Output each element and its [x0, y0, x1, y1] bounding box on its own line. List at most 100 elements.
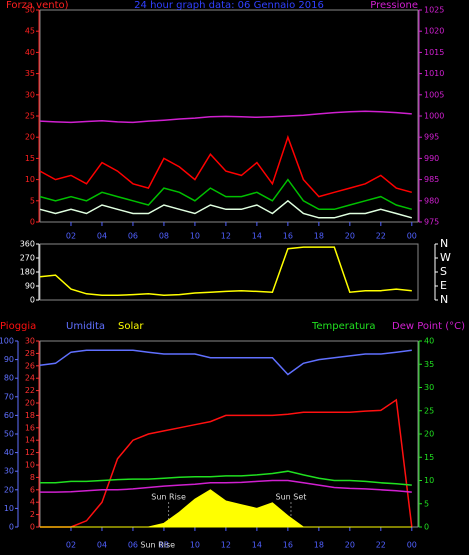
- series-line: [39, 199, 413, 219]
- y-tick-label: 26: [25, 361, 35, 370]
- y2-axis-label: Pressione: [370, 0, 418, 11]
- plot-frame: [39, 340, 419, 528]
- legend-entry: Temperatura: [311, 321, 376, 332]
- x-tick-label: 02: [66, 541, 76, 550]
- y-tick-label: 50: [25, 6, 35, 15]
- legend-entry: Dew Point (°C): [392, 321, 465, 332]
- y-tick-label: N: [440, 237, 448, 250]
- y-tick-label: 28: [25, 349, 35, 358]
- y-tick-label: E: [440, 279, 447, 292]
- x-tick-label: 02: [66, 232, 76, 241]
- y-tick-label: 12: [25, 448, 35, 457]
- x-tick-label: 08: [159, 232, 169, 241]
- y-tick-label: 20: [4, 485, 14, 494]
- y-tick-label: 1015: [424, 48, 444, 57]
- y-tick-label: 985: [424, 175, 439, 184]
- series-line: [40, 398, 413, 528]
- x-tick-label: 22: [376, 541, 386, 550]
- y-tick-label: 14: [25, 436, 35, 445]
- y-tick-label: 360: [20, 240, 35, 249]
- x-tick-label: 18: [314, 541, 324, 550]
- y-tick-label: 45: [25, 27, 35, 36]
- annotation: Sun Rise: [151, 493, 186, 502]
- annotation: Sun Set: [276, 493, 307, 502]
- y-tick-label: 0: [424, 523, 429, 532]
- x-tick-label: 10: [190, 541, 200, 550]
- y-tick-label: 10: [25, 461, 35, 470]
- x-tick-label: 10: [190, 232, 200, 241]
- y-tick-label: 5: [30, 196, 35, 205]
- y-tick-label: 995: [424, 133, 439, 142]
- y-tick-label: 90: [25, 282, 35, 291]
- y-tick-label: 15: [25, 154, 35, 163]
- y-tick-label: 1005: [424, 90, 444, 99]
- x-tick-label: 14: [252, 232, 262, 241]
- series-line: [40, 470, 412, 486]
- legend-entry: Umidita: [66, 321, 105, 332]
- y-tick-label: 70: [4, 392, 14, 401]
- y-tick-label: 10: [4, 504, 14, 513]
- x-tick-label: 06: [128, 541, 138, 550]
- y-tick-label: 975: [424, 218, 439, 227]
- y-tick-label: 90: [4, 355, 14, 364]
- y-tick-label: 30: [25, 337, 35, 346]
- y-tick-label: 40: [4, 448, 14, 457]
- y-tick-label: 25: [424, 406, 434, 415]
- y-tick-label: 20: [25, 133, 35, 142]
- y-tick-label: 1025: [424, 6, 444, 15]
- y-tick-label: 30: [424, 383, 434, 392]
- y-tick-label: 180: [20, 268, 35, 277]
- y-tick-label: 4: [30, 498, 35, 507]
- y-tick-label: 40: [424, 337, 434, 346]
- x-tick-label: 18: [314, 232, 324, 241]
- plot-frame: [39, 9, 419, 223]
- y-tick-label: 100: [0, 337, 14, 346]
- x-tick-label: 22: [376, 232, 386, 241]
- y-tick-label: 0: [30, 218, 35, 227]
- annotation: Sun Rise: [140, 541, 175, 550]
- y-tick-label: 15: [424, 453, 434, 462]
- series-line: [40, 479, 412, 493]
- y-tick-label: 60: [4, 411, 14, 420]
- y-tick-label: 0: [30, 296, 35, 305]
- legend-entry: Solar: [118, 321, 144, 332]
- x-tick-label: 12: [221, 541, 231, 550]
- y-tick-label: 35: [25, 69, 35, 78]
- y-axis-label: Forza vento): [6, 0, 69, 11]
- y-tick-label: 10: [25, 175, 35, 184]
- y-tick-label: 20: [25, 399, 35, 408]
- series-line: [39, 110, 412, 124]
- y-tick-label: 5: [424, 499, 429, 508]
- y-tick-label: 24: [25, 374, 35, 383]
- y-tick-label: 18: [25, 411, 35, 420]
- x-tick-label: 16: [283, 232, 293, 241]
- y-tick-label: 20: [424, 430, 434, 439]
- chart-title: 24 hour graph data: 06 Gennaio 2016: [134, 0, 324, 11]
- x-tick-label: 20: [345, 232, 355, 241]
- x-tick-label: 20: [345, 541, 355, 550]
- y-tick-label: 1000: [424, 112, 444, 121]
- y-tick-label: 1010: [424, 69, 444, 78]
- y-tick-label: 0: [9, 523, 14, 532]
- series-line: [39, 178, 413, 211]
- y-tick-label: 980: [424, 196, 439, 205]
- x-tick-label: 04: [97, 232, 107, 241]
- x-tick-label: 04: [97, 541, 107, 550]
- y-tick-label: 80: [4, 374, 14, 383]
- y-tick-label: 10: [424, 476, 434, 485]
- y-tick-label: 270: [20, 254, 35, 263]
- x-tick-label: 16: [283, 541, 293, 550]
- x-tick-label: 08: [159, 541, 169, 550]
- y-tick-label: 35: [424, 360, 434, 369]
- y-tick-label: W: [440, 251, 451, 264]
- x-tick-label: 00: [407, 541, 417, 550]
- solar-area: [40, 489, 412, 528]
- y-tick-label: 50: [4, 430, 14, 439]
- y-tick-label: S: [440, 265, 447, 278]
- plot-frame: [39, 243, 419, 301]
- series-line: [39, 246, 412, 297]
- y-tick-label: 40: [25, 48, 35, 57]
- y-tick-label: 1020: [424, 27, 444, 36]
- y-tick-label: 30: [25, 90, 35, 99]
